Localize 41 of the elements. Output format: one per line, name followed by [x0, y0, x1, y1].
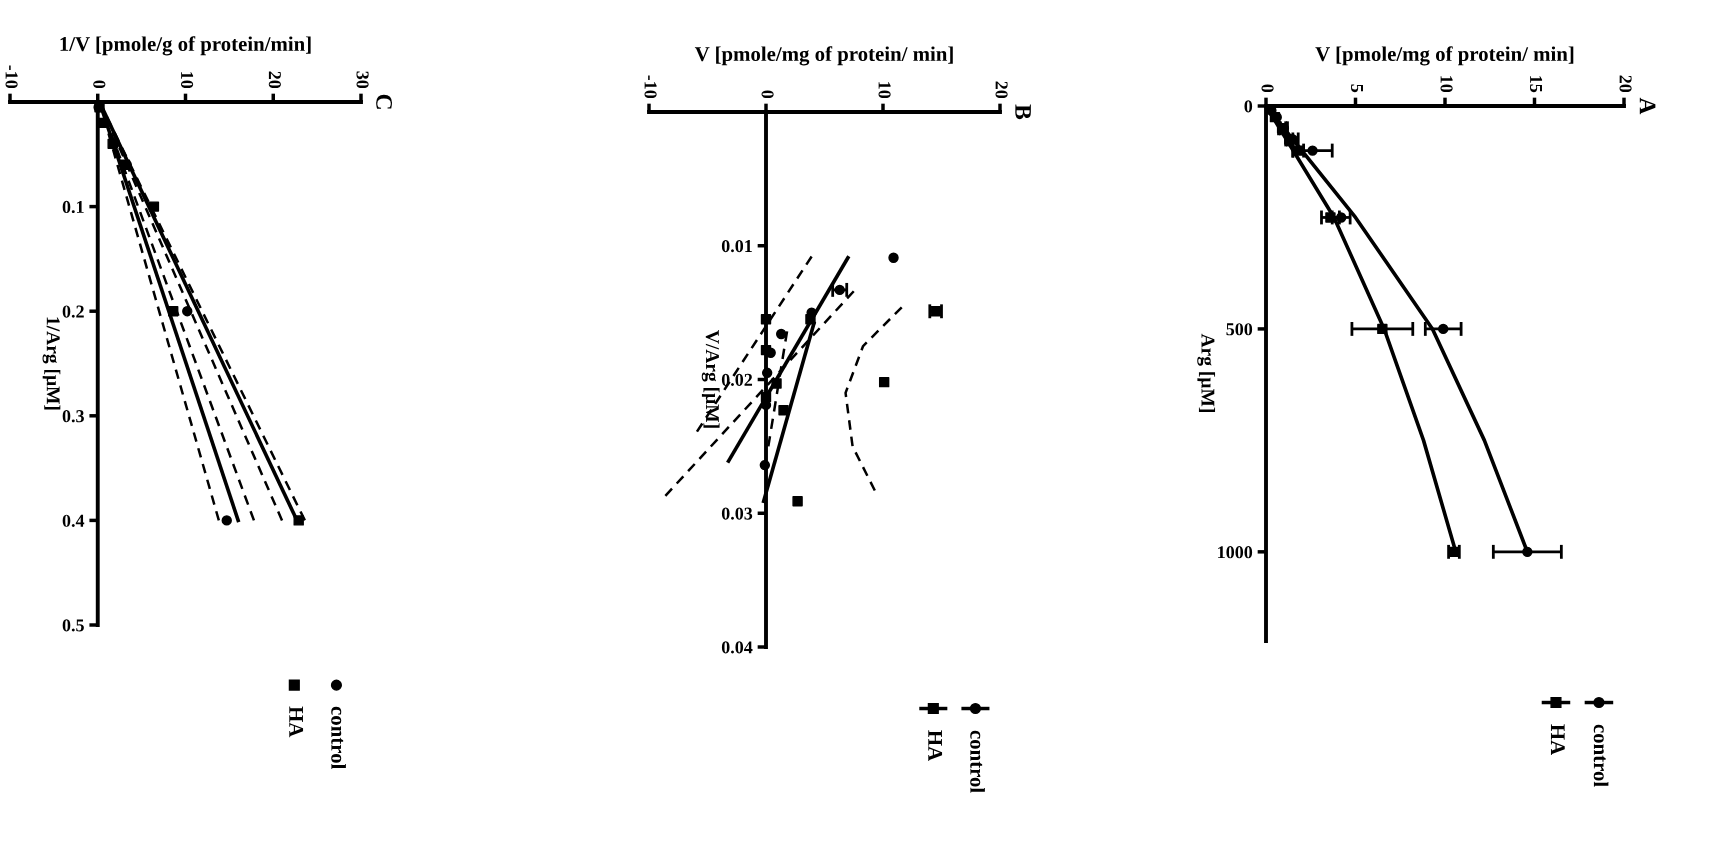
x-axis-title: 1/V [pmole/g of protein/min] — [60, 36, 311, 56]
chart-title: A — [1639, 97, 1656, 115]
legend-label: HA — [289, 706, 304, 738]
x-tick-label: 0 — [761, 90, 774, 99]
y-tick-label: 0.03 — [721, 507, 753, 520]
y-tick-label: 0.3 — [62, 410, 84, 423]
y-tick-label: 0.01 — [721, 240, 752, 253]
y-tick-label: 0.2 — [62, 305, 84, 318]
y-axis-title: Arg [µM] — [1197, 333, 1216, 412]
legend-label: control — [970, 730, 985, 793]
y-tick-label: 0 — [1244, 100, 1253, 113]
x-tick-label: 20 — [995, 81, 1008, 99]
x-tick-label: 10 — [180, 72, 194, 89]
legend-label: HA — [928, 730, 943, 762]
legend-label: HA — [1550, 724, 1565, 756]
y-tick-label: 0.02 — [721, 373, 753, 387]
y-tick-label: 0.5 — [62, 619, 84, 632]
x-tick-label: -10 — [5, 65, 18, 89]
x-tick-label: 10 — [1440, 76, 1453, 93]
legend-label: control — [331, 706, 346, 769]
x-tick-label: 20 — [268, 71, 281, 89]
x-tick-label: 10 — [878, 82, 891, 99]
chart-title: B — [1015, 104, 1031, 120]
chart-title: C — [376, 94, 393, 109]
x-tick-label: -10 — [644, 75, 657, 99]
y-tick-label: 500 — [1226, 323, 1253, 336]
y-axis-title: 1/Arg [µM] — [42, 317, 61, 410]
x-tick-label: 15 — [1529, 76, 1543, 93]
y-tick-label: 1000 — [1218, 546, 1253, 559]
legend-label: control — [1593, 724, 1609, 787]
x-tick-label: 0 — [1261, 84, 1274, 93]
x-tick-label: 0 — [93, 80, 106, 89]
y-tick-label: 0.1 — [62, 200, 84, 214]
y-tick-label: 0.04 — [721, 641, 753, 654]
x-axis-title: V [pmole/mg of protein/ min] — [694, 46, 953, 66]
y-tick-label: 0.4 — [62, 514, 85, 527]
x-axis-title: V [pmole/mg of protein/ min] — [1315, 46, 1574, 66]
x-tick-label: 30 — [356, 71, 369, 89]
x-tick-label: 5 — [1350, 84, 1363, 93]
y-axis-title: V/Arg [µM] — [701, 330, 720, 428]
x-tick-label: 20 — [1619, 75, 1632, 93]
